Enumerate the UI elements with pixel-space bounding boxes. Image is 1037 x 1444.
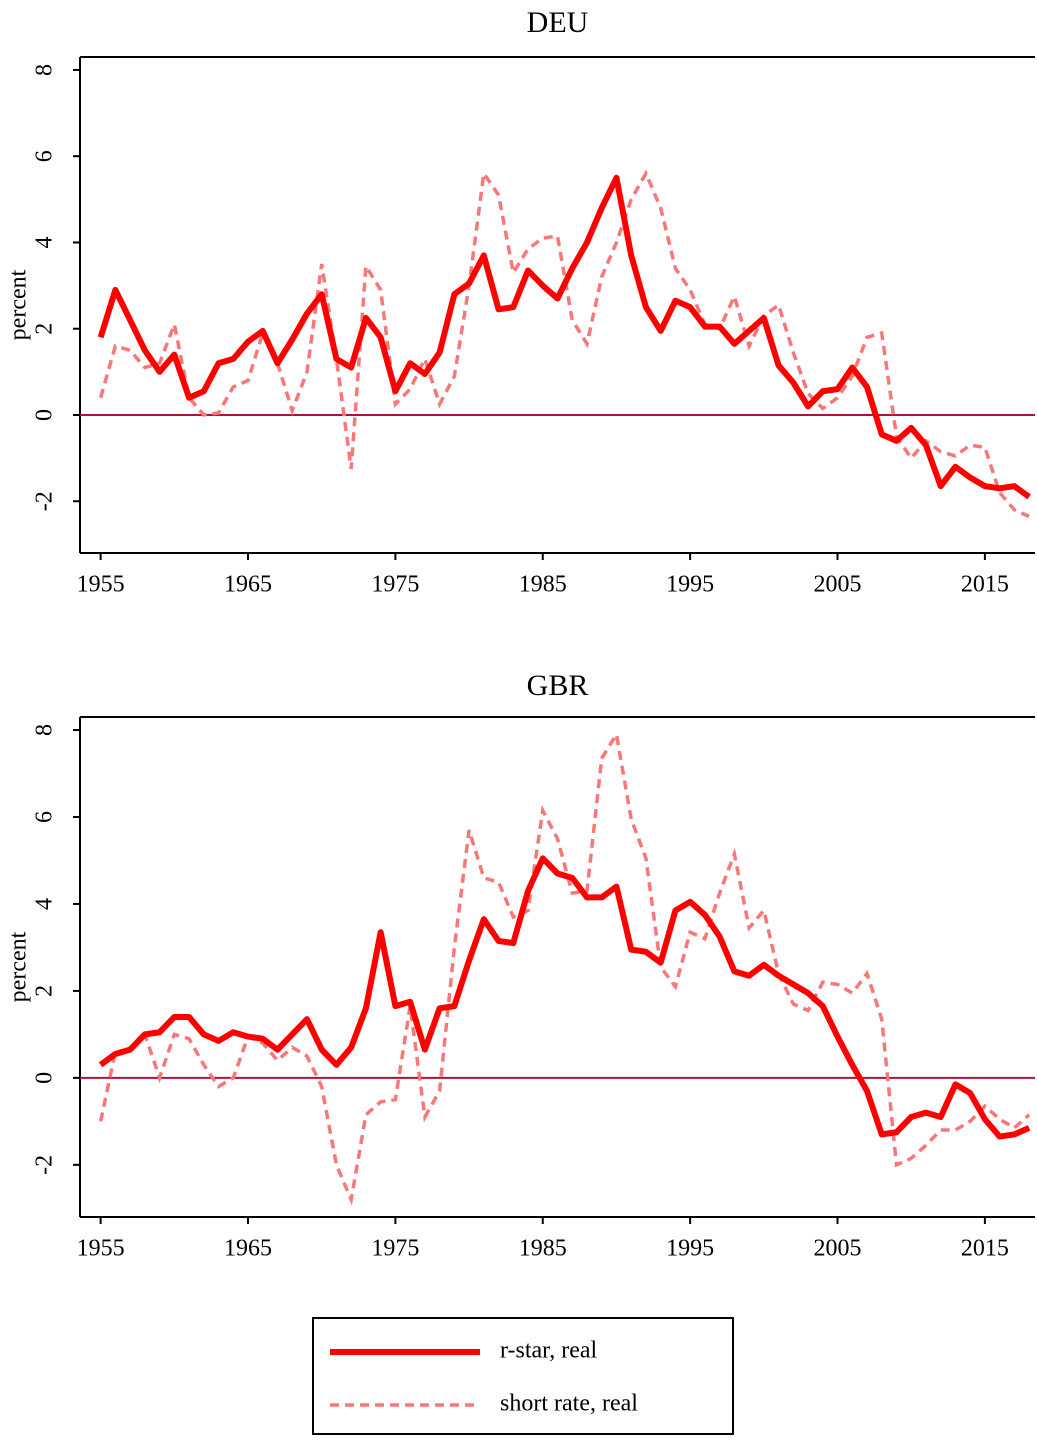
series-line bbox=[98, 168, 1030, 518]
series-line bbox=[97, 174, 1031, 500]
x-tick-label: 1995 bbox=[666, 572, 714, 598]
x-tick-label: 1985 bbox=[519, 1236, 567, 1262]
y-tick-label: 6 bbox=[32, 150, 58, 162]
y-axis-label: percent bbox=[6, 269, 32, 340]
y-tick-label: 2 bbox=[32, 985, 58, 997]
y-tick-label: -2 bbox=[32, 491, 58, 511]
y-tick-label: -2 bbox=[32, 1155, 58, 1175]
x-tick-label: 2015 bbox=[961, 572, 1009, 598]
y-tick-label: 2 bbox=[32, 323, 58, 335]
x-tick-label: 2005 bbox=[814, 1236, 862, 1262]
series-line bbox=[98, 729, 1031, 1206]
y-tick-label: 0 bbox=[32, 1072, 58, 1084]
x-tick-label: 1965 bbox=[224, 572, 272, 598]
x-tick-label: 1965 bbox=[224, 1236, 272, 1262]
x-tick-label: 1975 bbox=[371, 572, 419, 598]
chart-title: DEU bbox=[527, 6, 589, 39]
y-tick-label: 4 bbox=[32, 236, 58, 248]
x-tick-label: 1995 bbox=[666, 1236, 714, 1262]
legend-label: r-star, real bbox=[500, 1338, 597, 1364]
y-axis-label: percent bbox=[6, 931, 32, 1002]
y-tick-label: 4 bbox=[32, 898, 58, 910]
x-tick-label: 2015 bbox=[961, 1236, 1009, 1262]
y-tick-label: 8 bbox=[32, 64, 58, 76]
chart-title: GBR bbox=[527, 669, 589, 702]
x-tick-label: 1955 bbox=[77, 572, 125, 598]
y-tick-label: 6 bbox=[32, 811, 58, 823]
series-line bbox=[98, 855, 1031, 1140]
x-tick-label: 2005 bbox=[814, 572, 862, 598]
x-tick-label: 1955 bbox=[77, 1236, 125, 1262]
legend-label: short rate, real bbox=[500, 1391, 638, 1417]
y-tick-label: 8 bbox=[32, 724, 58, 736]
legend-box bbox=[312, 1317, 734, 1435]
y-tick-label: 0 bbox=[32, 409, 58, 421]
x-tick-label: 1985 bbox=[519, 572, 567, 598]
x-tick-label: 1975 bbox=[371, 1236, 419, 1262]
